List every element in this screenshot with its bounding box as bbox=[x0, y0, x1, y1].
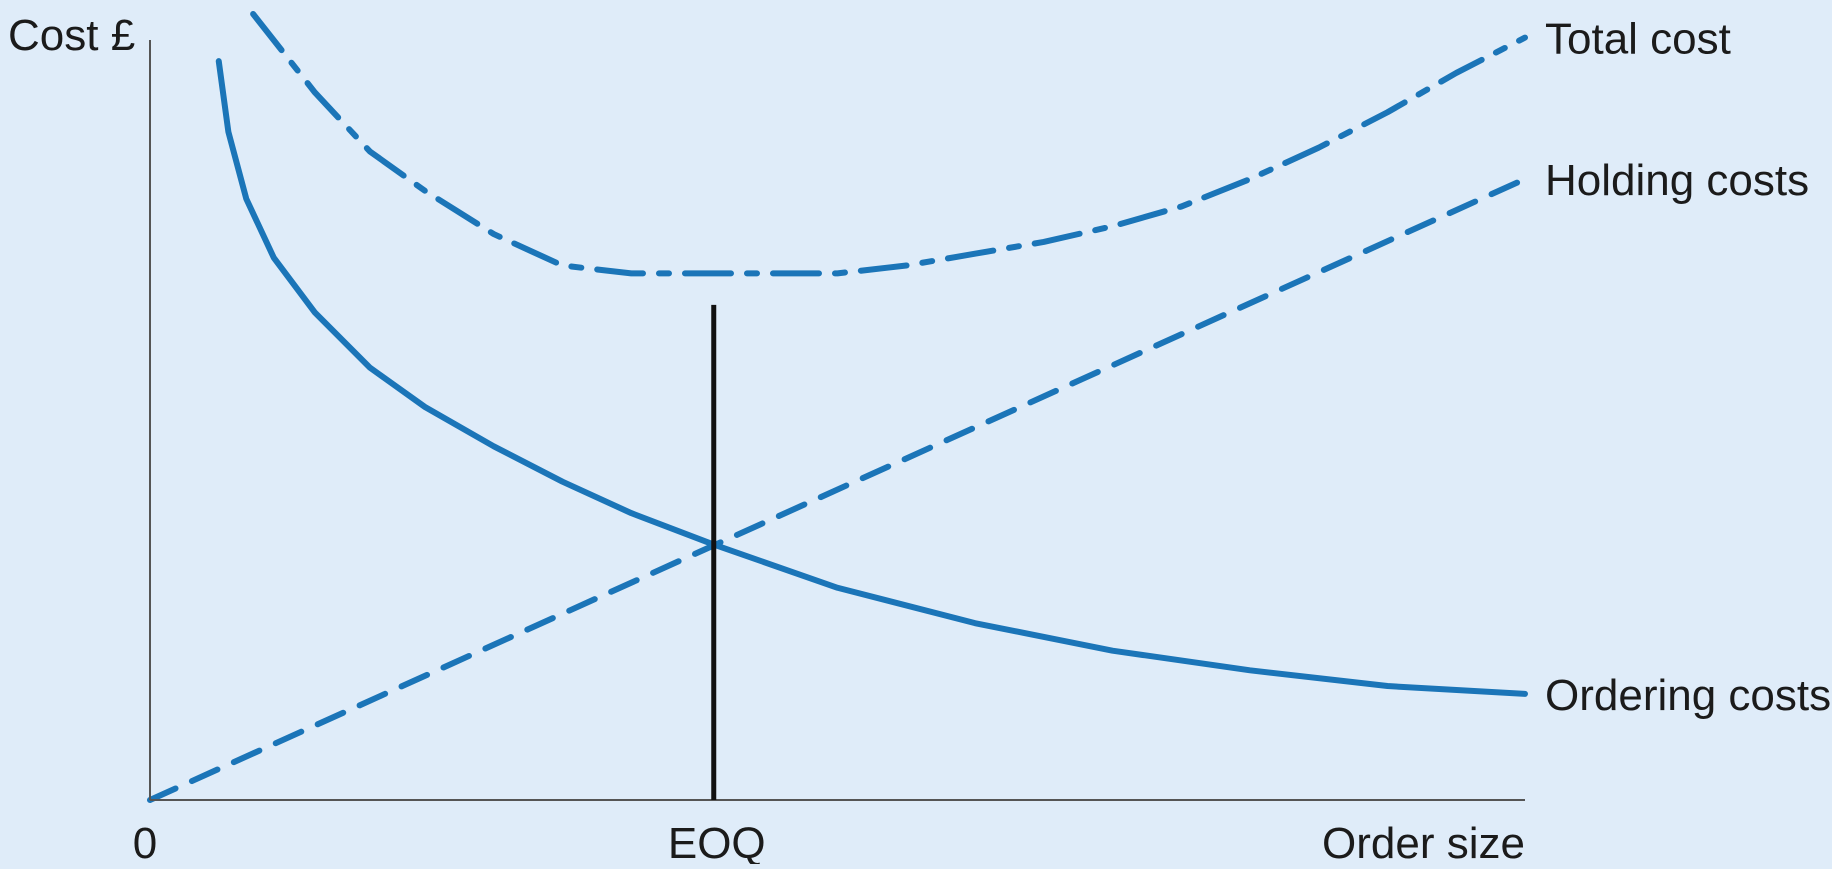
series-label-ordering-costs: Ordering costs bbox=[1545, 671, 1831, 720]
series-line-total-cost bbox=[250, 11, 1528, 277]
y-axis-label: Cost £ bbox=[8, 11, 135, 60]
series-line-ordering-costs bbox=[215, 58, 1528, 697]
series-label-total-cost: Total cost bbox=[1545, 15, 1731, 64]
origin-tick-label: 0 bbox=[133, 819, 157, 864]
eoq-tick-label: EOQ bbox=[668, 819, 766, 864]
x-axis-label: Order size bbox=[1322, 819, 1525, 864]
series-labels: Total cost Holding costs Ordering costs bbox=[1545, 15, 1831, 720]
series-line-holding-costs bbox=[147, 176, 1528, 803]
series-label-holding-costs: Holding costs bbox=[1545, 156, 1809, 205]
series-curves bbox=[147, 11, 1528, 803]
